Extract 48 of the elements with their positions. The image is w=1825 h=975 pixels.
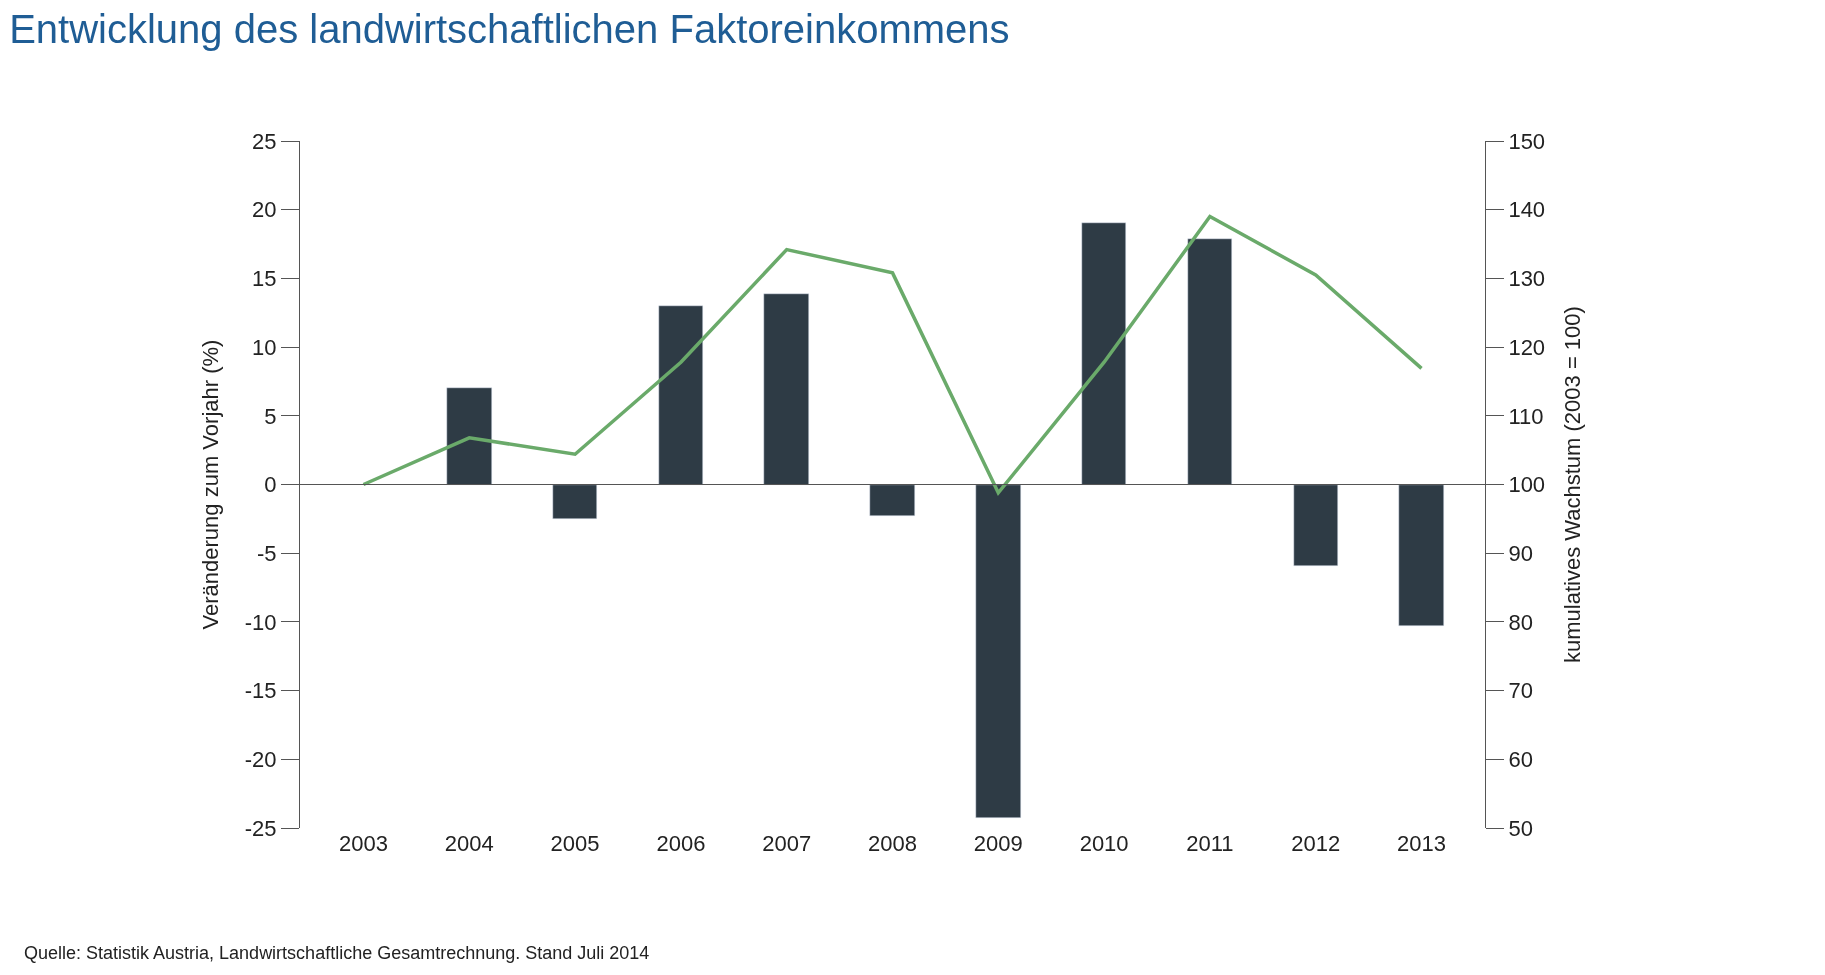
y-tick-label: -25 bbox=[244, 815, 277, 841]
x-tick-label: 2011 bbox=[1186, 831, 1234, 856]
bar bbox=[869, 484, 915, 516]
chart-title: Entwicklung des landwirtschaftlichen Faktoreinkommens bbox=[9, 6, 1010, 51]
bar bbox=[1081, 222, 1126, 485]
bar bbox=[552, 484, 597, 519]
x-tick-label: 2004 bbox=[444, 831, 494, 856]
y2-axis-title: kumulatives Wachstum (2003 = 100) bbox=[1560, 306, 1586, 663]
bar bbox=[975, 484, 1021, 818]
bar bbox=[658, 305, 703, 485]
bar bbox=[1398, 484, 1444, 626]
y-tick-label: 0 bbox=[264, 472, 277, 498]
source-note: Quelle: Statistik Austria, Landwirtschaftliche Gesamtrechnung. Stand Juli 2014 bbox=[24, 943, 650, 963]
y2-tick-label: 50 bbox=[1508, 815, 1533, 841]
x-tick-label: 2007 bbox=[762, 831, 812, 856]
x-tick-label: 2009 bbox=[973, 831, 1023, 856]
x-tick-label: 2010 bbox=[1079, 831, 1129, 856]
x-tick-label: 2012 bbox=[1291, 831, 1341, 856]
y-tick-label: 5 bbox=[264, 403, 277, 429]
bar bbox=[446, 387, 492, 485]
line-series bbox=[361, 214, 1424, 495]
x-tick-label: 2008 bbox=[868, 831, 917, 856]
bar bbox=[1187, 238, 1232, 485]
y2-tick-label: 110 bbox=[1508, 403, 1544, 429]
y2-tick-label: 60 bbox=[1508, 747, 1533, 772]
x-tick-label: 2003 bbox=[339, 831, 388, 856]
x-tick-label: 2005 bbox=[550, 831, 600, 856]
bar bbox=[763, 293, 809, 485]
y2-tick-label: 120 bbox=[1508, 334, 1546, 360]
bar bbox=[1293, 484, 1338, 566]
y-tick-label: -20 bbox=[244, 747, 277, 772]
y2-tick-label: 140 bbox=[1508, 197, 1546, 223]
y-tick-label: 15 bbox=[252, 266, 277, 292]
y-tick-label: -5 bbox=[257, 540, 277, 566]
y2-tick-label: 80 bbox=[1508, 609, 1533, 635]
y2-tick-label: 130 bbox=[1508, 266, 1546, 292]
y-tick-label: -10 bbox=[244, 609, 277, 635]
x-tick-label: 2013 bbox=[1397, 831, 1446, 856]
y2-tick-label: 150 bbox=[1508, 128, 1546, 154]
y-tick-label: 25 bbox=[252, 128, 277, 154]
y-tick-label: -15 bbox=[244, 678, 277, 704]
x-tick-label: 2006 bbox=[656, 831, 706, 856]
y-tick-label: 10 bbox=[252, 334, 277, 360]
y2-tick-label: 70 bbox=[1508, 678, 1533, 704]
y-axis-title: Veränderung zum Vorjahr (%) bbox=[197, 339, 223, 630]
y2-tick-label: 90 bbox=[1508, 540, 1533, 566]
y-tick-label: 20 bbox=[252, 197, 277, 223]
y2-tick-label: 100 bbox=[1508, 472, 1546, 498]
